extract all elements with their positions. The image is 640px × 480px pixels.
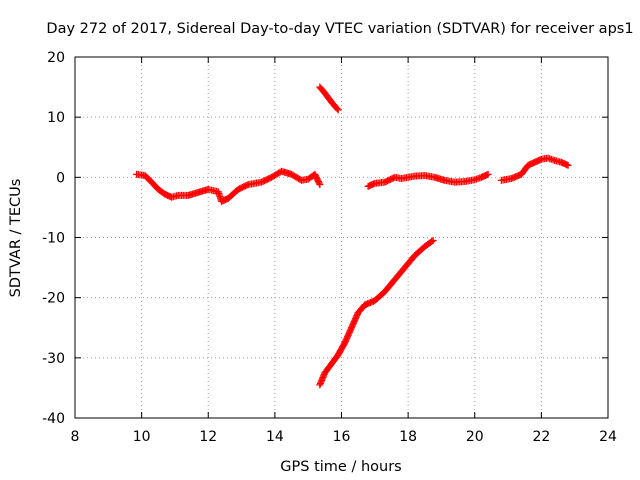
x-tick-label: 20: [466, 429, 484, 445]
data-point-track-c: [349, 321, 357, 329]
x-tick-label: 16: [333, 429, 351, 445]
data-point-track-c: [344, 331, 352, 339]
data-point-track-c: [351, 315, 359, 323]
data-point-track-c: [429, 237, 437, 245]
y-tick-label: -20: [42, 291, 65, 307]
data-point-track-c: [341, 339, 349, 347]
y-tick-label: -10: [42, 231, 65, 247]
data-point-track-c: [345, 328, 353, 336]
y-tick-label: 10: [47, 110, 65, 126]
chart-title: Day 272 of 2017, Sidereal Day-to-day VTE…: [46, 21, 633, 37]
y-tick-label: -30: [42, 351, 65, 367]
data-point-track-a: [316, 181, 324, 189]
data-point-track-a: [315, 179, 323, 187]
plot-area-border: [74, 56, 609, 419]
data-point-track-c: [347, 324, 355, 332]
x-tick-label: 24: [599, 429, 617, 445]
grid: [75, 57, 608, 418]
x-tick-label: 8: [71, 429, 80, 445]
x-tick-label: 14: [266, 429, 284, 445]
data-point-track-c: [353, 312, 361, 320]
x-tick-label: 10: [133, 429, 151, 445]
data-point-track-a: [243, 181, 251, 189]
data-point-track-b: [334, 106, 342, 114]
y-tick-label: 20: [47, 50, 65, 66]
data-point-track-c: [347, 325, 355, 333]
data-point-track-c: [349, 319, 357, 327]
data-point-track-c: [342, 336, 350, 344]
data-point-track-c: [348, 322, 356, 330]
x-tick-label: 12: [199, 429, 217, 445]
data-point-track-c: [341, 337, 349, 345]
x-tick-label: 18: [399, 429, 417, 445]
data-point-track-b: [333, 105, 341, 113]
data-point-track-c: [352, 313, 360, 321]
y-tick-label: -40: [42, 411, 65, 427]
x-axis-title: GPS time / hours: [280, 459, 401, 475]
data-point-track-c: [343, 333, 351, 341]
data-point-track-c: [343, 334, 351, 342]
data-point-track-c: [350, 318, 358, 326]
axis-ticks: 8 10 12 14 16 18 20 22 24 -40 -30 -20 -10 0 10 20: [42, 50, 617, 445]
data-point-track-c: [428, 238, 436, 246]
x-tick-label: 22: [532, 429, 550, 445]
data-point-track-c: [345, 330, 353, 338]
data-point-track-d: [484, 170, 492, 178]
y-axis-title: SDTVAR / TECUs: [8, 179, 24, 298]
data-point-track-c: [351, 316, 359, 324]
y-tick-label: 0: [56, 170, 65, 186]
data-point-track-e: [564, 161, 572, 169]
data-point-track-c: [346, 327, 354, 335]
data-points: [133, 83, 572, 389]
